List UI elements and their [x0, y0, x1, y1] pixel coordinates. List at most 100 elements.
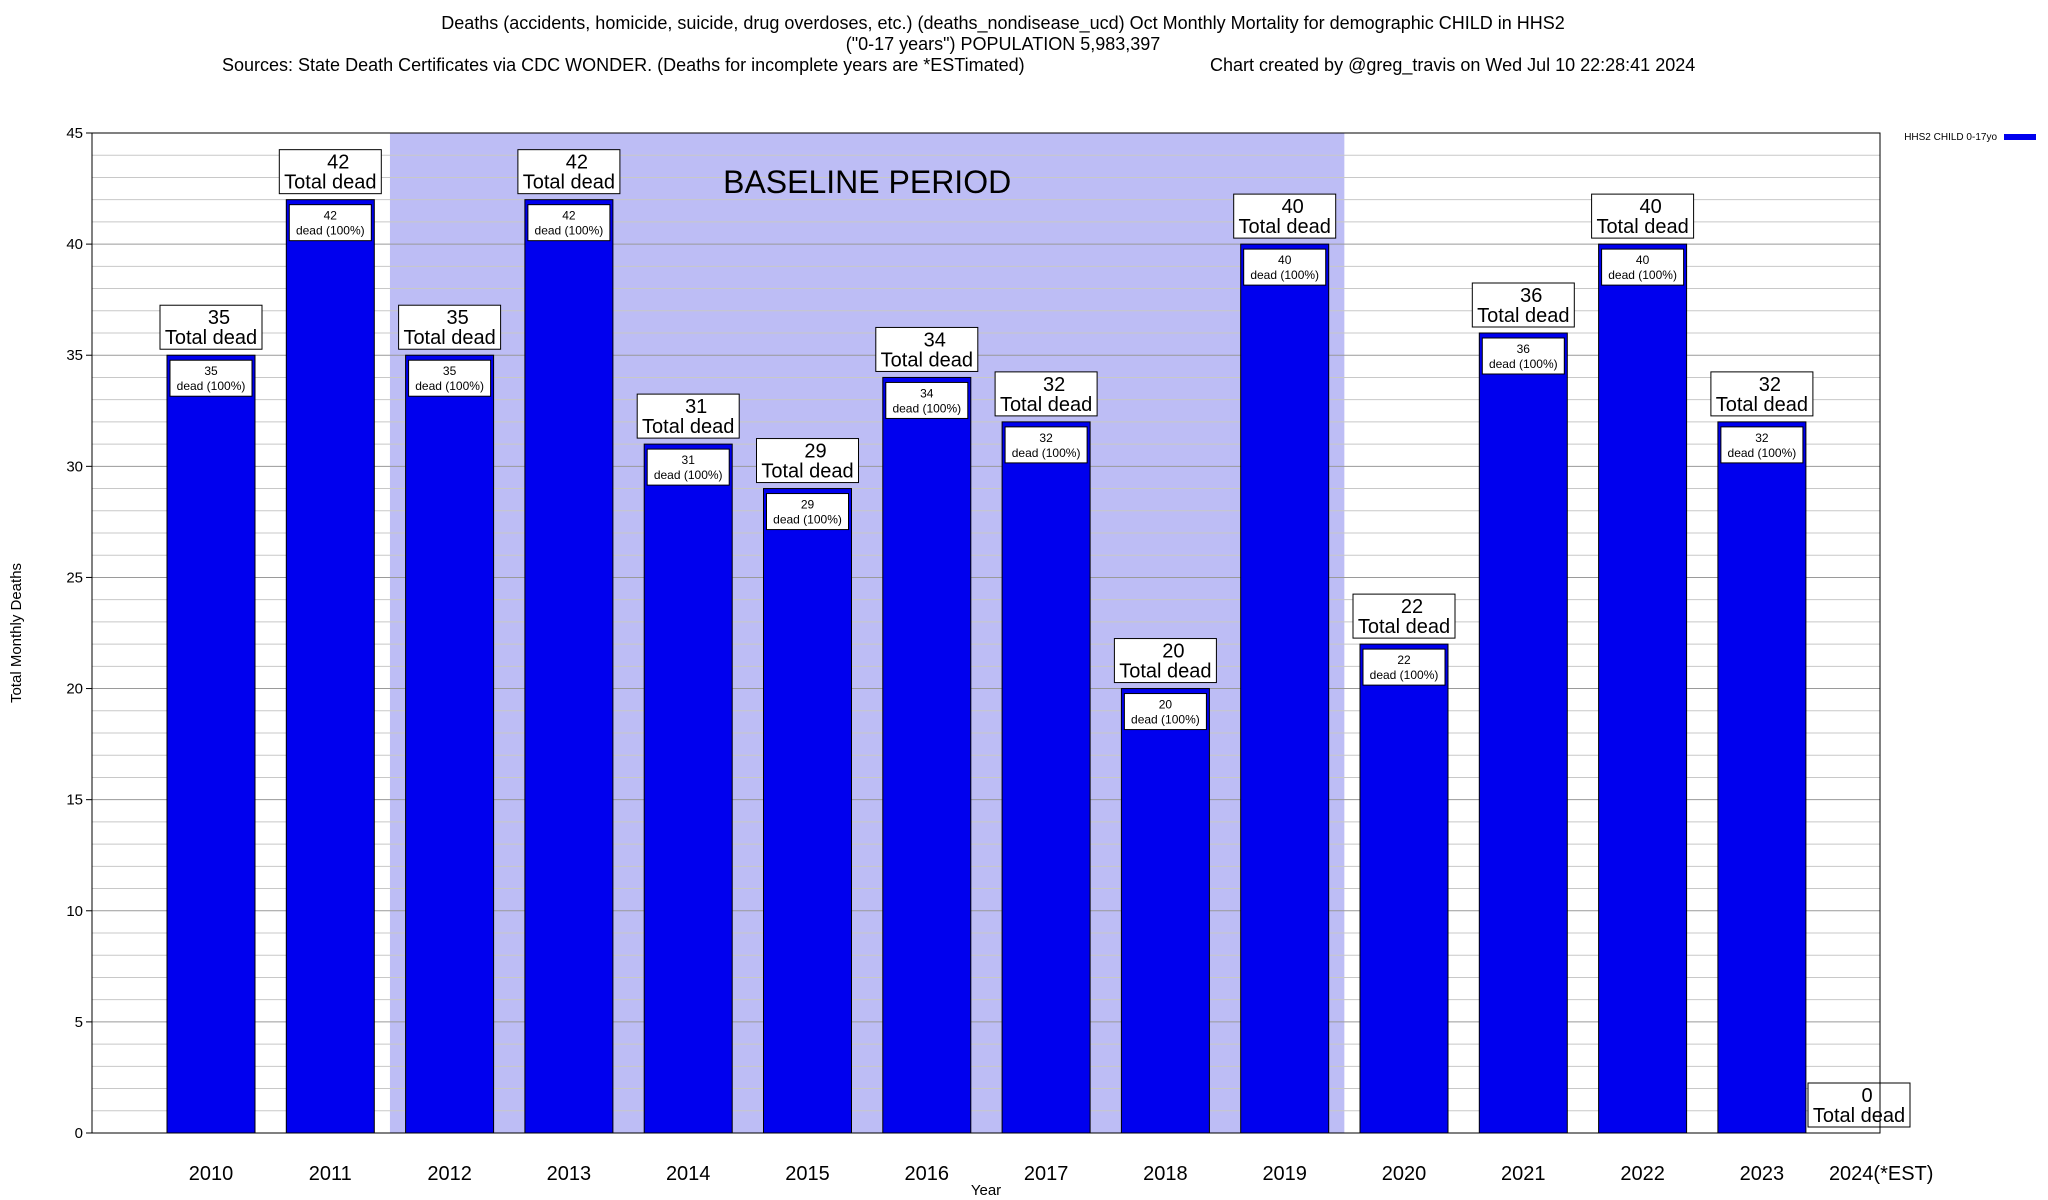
top-label-value: 42	[566, 152, 588, 174]
inner-label-text: dead (100%)	[1250, 268, 1319, 282]
inner-label-value: 42	[562, 209, 576, 223]
x-tick-label: 2021	[1501, 1163, 1546, 1185]
top-label-text: Total dead	[1477, 305, 1569, 327]
top-label-text: Total dead	[1813, 1105, 1905, 1127]
bar	[643, 443, 733, 1134]
top-label-text: Total dead	[1596, 216, 1688, 238]
inner-label-value: 42	[324, 209, 338, 223]
top-label-box	[636, 393, 740, 439]
bar	[1120, 688, 1210, 1134]
inner-label-box	[169, 359, 253, 397]
x-tick-label: 2020	[1382, 1163, 1427, 1185]
x-tick-label: 2017	[1024, 1163, 1069, 1185]
chart-title-line-2: ("0-17 years") POPULATION 5,983,397	[846, 34, 1161, 54]
inner-label-text: dead (100%)	[1131, 713, 1200, 727]
top-label-box	[278, 149, 382, 195]
y-axis-label: Total Monthly Deaths	[8, 563, 25, 703]
x-tick-label: 2015	[785, 1163, 830, 1185]
bar	[285, 199, 375, 1134]
top-label-box	[1710, 371, 1814, 417]
chart-title-line-1: Deaths (accidents, homicide, suicide, dr…	[441, 13, 1565, 34]
top-label-text: Total dead	[1000, 394, 1092, 416]
inner-label-value: 29	[801, 498, 815, 512]
legend-label: HHS2 CHILD 0-17yo	[1904, 132, 1997, 143]
bar	[1478, 332, 1568, 1134]
top-label-text: Total dead	[523, 172, 615, 194]
bar	[524, 199, 614, 1134]
annotation-baseline-period: BASELINE PERIOD	[723, 164, 1011, 200]
x-tick-label: 2012	[427, 1163, 472, 1185]
y-tick-label: 15	[66, 792, 83, 809]
inner-label-text: dead (100%)	[1012, 446, 1081, 460]
inner-label-value: 35	[443, 364, 457, 378]
bar	[1240, 243, 1330, 1134]
top-label-box	[1807, 1082, 1911, 1128]
inner-label-box	[1601, 248, 1685, 286]
top-label-box	[1471, 282, 1575, 328]
bar	[1359, 643, 1449, 1134]
x-tick-label: 2014	[666, 1163, 711, 1185]
top-label-box	[1113, 638, 1217, 684]
top-label-text: Total dead	[1239, 216, 1331, 238]
top-label-value: 34	[924, 329, 946, 351]
top-label-value: 20	[1162, 641, 1184, 663]
inner-label-value: 40	[1278, 253, 1292, 267]
top-label-value: 22	[1401, 596, 1423, 618]
top-label-value: 0	[1861, 1085, 1872, 1107]
inner-label-box	[288, 204, 372, 242]
bar	[1598, 243, 1688, 1134]
grid-lines	[92, 154, 1880, 1112]
legend-swatch	[2004, 134, 2036, 140]
x-tick-label: 2024(*EST)	[1829, 1163, 1934, 1185]
y-tick-label: 45	[66, 125, 83, 142]
inner-label-value: 32	[1755, 431, 1769, 445]
inner-label-value: 35	[204, 364, 218, 378]
inner-label-box	[1123, 693, 1207, 731]
bar	[1001, 421, 1091, 1134]
inner-label-box	[1720, 426, 1804, 464]
x-tick-label: 2016	[905, 1163, 950, 1185]
bar	[882, 376, 972, 1134]
x-axis: 2010 2011 2012 2013 2014 2015 2016 2017 2018 2019…	[189, 1163, 1934, 1185]
inner-label-box	[1004, 426, 1088, 464]
top-label-value: 29	[804, 441, 826, 463]
inner-label-text: dead (100%)	[1489, 357, 1558, 371]
top-label-text: Total dead	[1716, 394, 1808, 416]
top-label-text: Total dead	[761, 461, 853, 483]
bar	[405, 354, 495, 1134]
inner-label-text: dead (100%)	[177, 379, 246, 393]
top-label-text: Total dead	[1119, 661, 1211, 683]
inner-label-text: dead (100%)	[1608, 268, 1677, 282]
y-tick-label: 35	[66, 347, 83, 364]
top-label-text: Total dead	[642, 416, 734, 438]
x-tick-label: 2022	[1620, 1163, 1665, 1185]
y-tick-label: 10	[66, 903, 83, 920]
top-label-value: 40	[1639, 196, 1661, 218]
inner-label-text: dead (100%)	[654, 468, 723, 482]
legend: HHS2 CHILD 0-17yo	[1904, 132, 2036, 143]
inner-label-value: 36	[1517, 342, 1531, 356]
plot-frame	[91, 132, 1881, 1134]
top-label-value: 32	[1759, 374, 1781, 396]
inner-label-box	[766, 493, 849, 531]
top-label-text: Total dead	[1358, 616, 1450, 638]
inner-label-box	[1481, 337, 1565, 375]
top-label-text: Total dead	[284, 172, 376, 194]
inner-label-text: dead (100%)	[415, 379, 484, 393]
x-tick-label: 2013	[547, 1163, 592, 1185]
bar	[1717, 421, 1807, 1134]
x-tick-label: 2023	[1740, 1163, 1785, 1185]
y-tick-label: 20	[66, 681, 83, 698]
top-label-text: Total dead	[881, 349, 973, 371]
inner-label-text: dead (100%)	[892, 401, 961, 415]
top-label-value: 32	[1043, 374, 1065, 396]
chart-credit: Chart created by @greg_travis on Wed Jul…	[1210, 55, 1695, 76]
inner-label-value: 34	[920, 386, 934, 400]
top-label-text: Total dead	[165, 327, 257, 349]
top-label-box	[875, 326, 979, 372]
top-label-value: 40	[1282, 196, 1304, 218]
y-axis: 0 5 10 15 20 25 30 35 40 45	[66, 125, 92, 1142]
top-label-box	[1352, 593, 1456, 639]
x-tick-label: 2019	[1262, 1163, 1307, 1185]
